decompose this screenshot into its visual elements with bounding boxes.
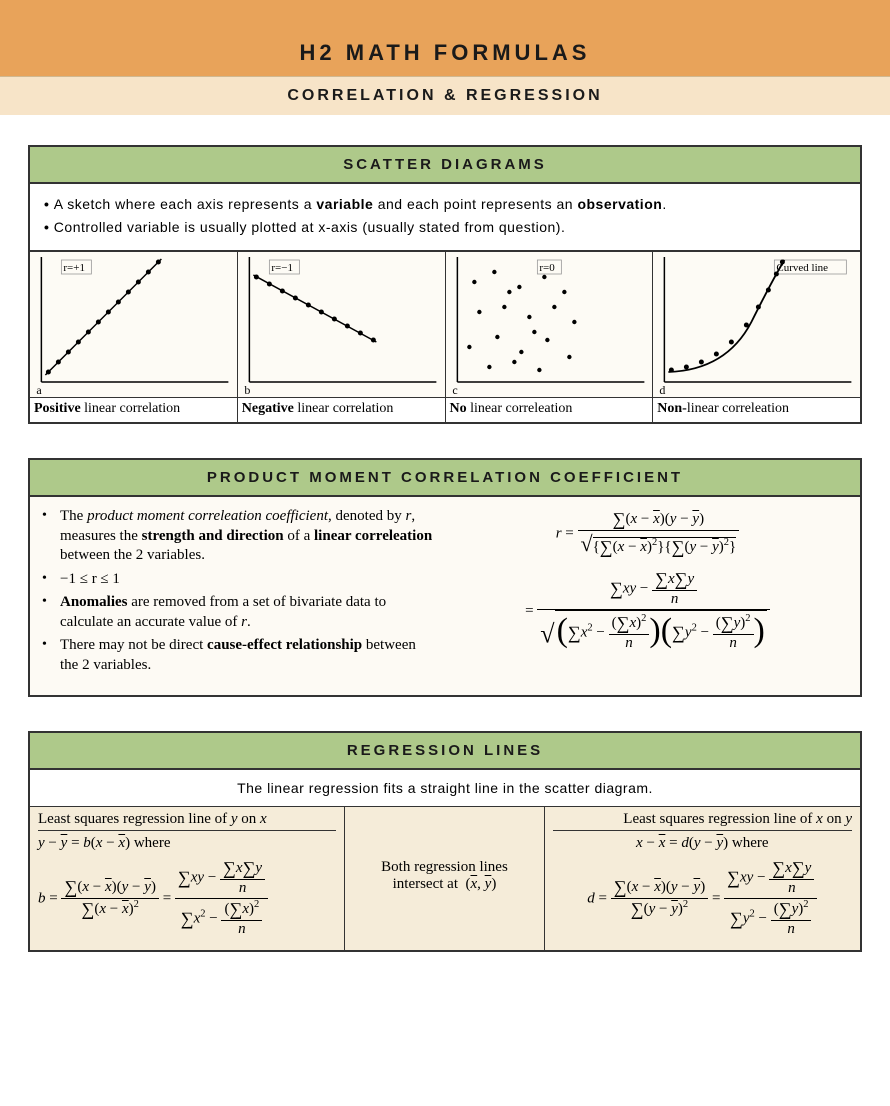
page-subtitle: CORRELATION & REGRESSION	[0, 87, 890, 105]
pmcc-bullet-3: Anomalies are removed from a set of biva…	[60, 593, 437, 632]
page-title: H2 MATH FORMULAS	[0, 40, 890, 66]
reg-mid-line1: Both regression lines	[353, 859, 535, 876]
pmcc-formula-1: r = ∑(x − x)(y − y) √{∑(x − x)2}{∑(y − y…	[447, 509, 848, 559]
scatter-header: SCATTER DIAGRAMS	[30, 147, 860, 184]
text-ital: product moment correleation coefficient	[87, 508, 328, 524]
diagram-a: r=+1 aPositive linear correlation	[30, 252, 238, 422]
pmcc-formula-2: = ∑xy − ∑x∑yn √ (∑x2 − (∑x)2n)(∑y2 − (∑y…	[447, 569, 848, 654]
pmcc-title: PRODUCT MOMENT CORRELATION COEFFICIENT	[30, 469, 860, 486]
diagram-c: r=0 cNo linear correleation	[446, 252, 654, 422]
text: The	[60, 508, 87, 524]
reg-mid-line2: intersect at (x, y)	[353, 876, 535, 893]
scatter-bullets: A sketch where each axis represents a va…	[30, 184, 860, 250]
text-bold: observation	[577, 196, 662, 212]
svg-text:b: b	[244, 383, 250, 397]
pmcc-bullet-4: There may not be direct cause-effect rel…	[60, 636, 437, 675]
text: .	[247, 614, 251, 630]
diagram-b: r=−1 bNegative linear correlation	[238, 252, 446, 422]
regression-left: Least squares regression line of y on x …	[30, 807, 345, 950]
scatter-title: SCATTER DIAGRAMS	[30, 156, 860, 173]
scatter-bullet-2: Controlled variable is usually plotted a…	[44, 217, 846, 238]
pmcc-header: PRODUCT MOMENT CORRELATION COEFFICIENT	[30, 460, 860, 497]
diagrams-row: r=+1 aPositive linear correlation r=−1 bNeg…	[30, 250, 860, 422]
text-bold: Anomalies	[60, 594, 128, 610]
pmcc-bullet-2: −1 ≤ r ≤ 1	[60, 570, 437, 590]
regression-intro: The linear regression fits a straight li…	[30, 770, 860, 807]
diagram-svg: r=+1 a	[30, 252, 237, 397]
diagram-caption: No linear correleation	[446, 397, 653, 422]
svg-text:r=−1: r=−1	[271, 262, 293, 274]
text: .	[662, 196, 666, 212]
regression-body: Least squares regression line of y on x …	[30, 807, 860, 950]
content-area: SCATTER DIAGRAMS A sketch where each axi…	[0, 115, 890, 1006]
reg-right-model: x − x = d(y − y) where	[553, 835, 852, 852]
sub-title-bar: CORRELATION & REGRESSION	[0, 76, 890, 115]
text-bold: strength and direction	[142, 528, 284, 544]
text-bold: variable	[316, 196, 373, 212]
text: A sketch where each axis represents a	[54, 196, 317, 212]
reg-left-model: y − y = b(x − x) where	[38, 835, 336, 852]
reg-right-heading: Least squares regression line of x on y	[553, 811, 852, 831]
reg-left-formula: b = ∑(x − x)(y − y) ∑(x − x)2 = ∑xy − ∑x…	[38, 858, 336, 940]
diagram-caption: Negative linear correlation	[238, 397, 445, 422]
text: and each point represents an	[373, 196, 577, 212]
pmcc-formulas: r = ∑(x − x)(y − y) √{∑(x − x)2}{∑(y − y…	[447, 507, 848, 679]
text-bold: linear correleation	[314, 528, 432, 544]
regression-title: REGRESSION LINES	[30, 742, 860, 759]
diagram-svg: r=0 c	[446, 252, 653, 397]
diagram-caption: Non-linear correleation	[653, 397, 860, 422]
svg-text:r=+1: r=+1	[63, 262, 85, 274]
diagram-svg: r=−1 b	[238, 252, 445, 397]
formula-lhs: r	[556, 525, 562, 541]
svg-text:r=0: r=0	[539, 262, 555, 274]
reg-left-heading: Least squares regression line of y on x	[38, 811, 336, 831]
regression-section: REGRESSION LINES The linear regression f…	[28, 731, 862, 952]
text: , denoted by	[328, 508, 405, 524]
pmcc-bullet-1: The product moment correleation coeffici…	[60, 507, 437, 566]
scatter-bullet-1: A sketch where each axis represents a va…	[44, 194, 846, 215]
pmcc-text: The product moment correleation coeffici…	[42, 507, 437, 679]
text: of a	[284, 528, 314, 544]
svg-text:a: a	[36, 383, 42, 397]
scatter-section: SCATTER DIAGRAMS A sketch where each axi…	[28, 145, 862, 424]
regression-right: Least squares regression line of x on y …	[545, 807, 860, 950]
text-bold: cause-effect relationship	[207, 637, 362, 653]
svg-text:Curved line: Curved line	[777, 262, 829, 274]
diagram-d: Curved line dNon-linear correleation	[653, 252, 860, 422]
main-title-bar: H2 MATH FORMULAS	[0, 28, 890, 76]
pmcc-section: PRODUCT MOMENT CORRELATION COEFFICIENT T…	[28, 458, 862, 697]
diagram-caption: Positive linear correlation	[30, 397, 237, 422]
pmcc-body: The product moment correleation coeffici…	[30, 497, 860, 695]
reg-right-formula: d = ∑(x − x)(y − y) ∑(y − y)2 = ∑xy − ∑x…	[553, 858, 852, 940]
regression-header: REGRESSION LINES	[30, 733, 860, 770]
svg-text:d: d	[660, 383, 666, 397]
top-orange-band	[0, 0, 890, 28]
diagram-svg: Curved line d	[653, 252, 860, 397]
text: There may not be direct	[60, 637, 207, 653]
text: between the 2 variables.	[60, 547, 205, 563]
svg-text:c: c	[452, 383, 457, 397]
regression-mid: Both regression lines intersect at (x, y…	[345, 807, 544, 950]
